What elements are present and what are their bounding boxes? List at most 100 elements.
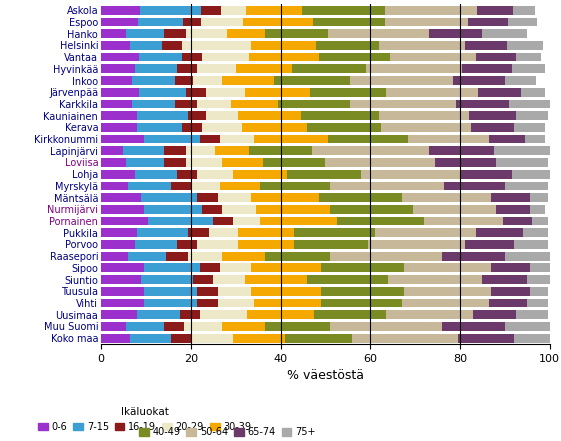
Bar [249,53,319,61]
Bar [313,18,385,26]
Bar [314,310,386,319]
Bar [182,123,202,132]
Bar [197,170,233,179]
Bar [101,287,144,295]
Bar [231,100,278,108]
Bar [184,322,222,331]
Bar [218,193,251,202]
Bar [175,76,193,85]
Bar [458,334,514,343]
Bar [256,205,330,214]
Bar [321,263,404,272]
Bar [137,111,188,120]
Bar [532,217,548,225]
Bar [197,64,236,73]
Bar [213,217,233,225]
Bar [352,334,458,343]
Bar [254,299,321,307]
Bar [390,53,476,61]
Bar [337,217,424,225]
Bar [186,88,206,97]
Bar [144,263,200,272]
Bar [294,240,368,249]
Bar [164,322,184,331]
Bar [442,252,505,261]
Bar [243,18,313,26]
Bar [408,135,489,143]
Bar [494,146,550,155]
Bar [251,193,319,202]
Bar [330,205,413,214]
Bar [361,170,460,179]
Bar [263,158,325,167]
Bar [220,135,254,143]
Bar [101,158,126,167]
Bar [366,64,462,73]
Bar [197,193,218,202]
Bar [385,18,468,26]
Bar [123,146,164,155]
Bar [101,217,148,225]
Bar [186,158,222,167]
Bar [206,88,245,97]
Bar [424,217,503,225]
Bar [465,41,507,50]
Bar [302,6,385,15]
Bar [513,6,535,15]
Bar [101,146,123,155]
Bar [505,322,552,331]
Bar [139,53,182,61]
Bar [260,217,337,225]
Bar [197,287,218,295]
Bar [460,170,512,179]
Bar [191,334,233,343]
Bar [489,135,525,143]
Bar [330,322,442,331]
Bar [222,76,274,85]
Bar [330,182,444,191]
Bar [375,228,476,237]
Bar [328,135,408,143]
Bar [171,182,191,191]
Bar [166,252,188,261]
Bar [101,263,144,272]
Bar [491,287,530,295]
Bar [138,18,183,26]
Bar [251,263,321,272]
Bar [505,76,536,85]
Bar [126,322,164,331]
Bar [246,6,302,15]
X-axis label: % väestöstä: % väestöstä [287,369,364,382]
Bar [350,76,453,85]
Bar [321,299,402,307]
Bar [182,53,202,61]
Bar [530,263,550,272]
Bar [385,6,477,15]
Bar [307,123,381,132]
Bar [177,170,197,179]
Bar [321,287,404,295]
Bar [101,193,141,202]
Bar [164,146,186,155]
Bar [435,158,496,167]
Bar [137,228,188,237]
Bar [388,275,482,284]
Bar [521,88,545,97]
Bar [101,275,141,284]
Bar [287,170,361,179]
Bar [386,88,478,97]
Bar [301,111,379,120]
Bar [218,299,254,307]
Bar [285,334,352,343]
Bar [245,88,310,97]
Bar [180,310,200,319]
Bar [220,182,260,191]
Bar [468,18,508,26]
Bar [101,240,135,249]
Bar [523,228,548,237]
Bar [233,334,285,343]
Bar [413,205,496,214]
Bar [478,88,521,97]
Bar [249,146,312,155]
Bar [508,18,537,26]
